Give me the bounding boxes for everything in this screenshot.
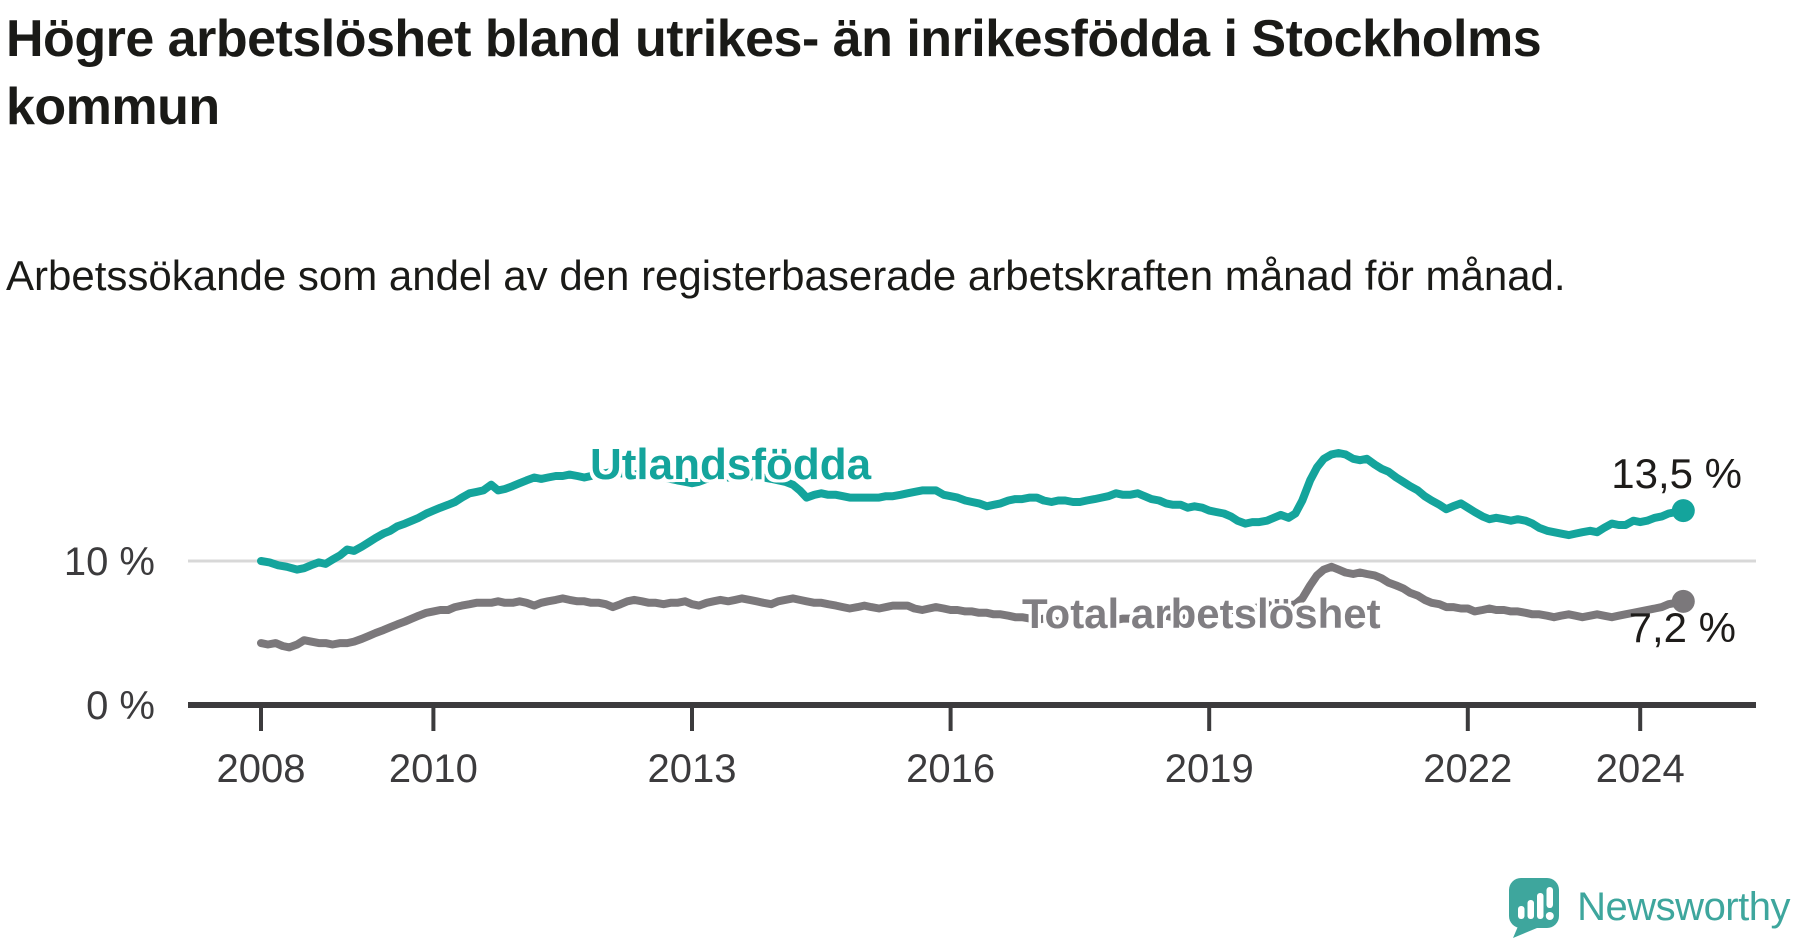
x-axis-ticks: 2008 2010 2013 2016 2019 2022 2024 (217, 707, 1685, 791)
x-axis-tick-label: 2024 (1596, 747, 1685, 791)
x-axis-tick-label: 2010 (389, 747, 478, 791)
newsworthy-wordmark: Newsworthy (1577, 884, 1790, 929)
series-label-total-arbetsloshet: Total arbetslöshet (1022, 590, 1381, 637)
y-axis-labels: 0 % 10 % (64, 540, 155, 728)
x-axis-tick-label: 2016 (906, 747, 995, 791)
y-axis-tick-label: 10 % (64, 540, 155, 584)
series-end-dot-utlandsfodda (1671, 499, 1695, 523)
chart-subtitle: Arbetssökande som andel av den registerb… (6, 252, 1566, 299)
x-axis-tick-label: 2008 (217, 747, 306, 791)
end-value-label-total-arbetsloshet: 7,2 % (1628, 604, 1736, 651)
newsworthy-logo: Newsworthy (1507, 876, 1790, 938)
newsworthy-logo-icon (1509, 878, 1560, 938)
x-axis-tick-label: 2019 (1165, 747, 1254, 791)
series-end-dot-total-arbetsloshet (1671, 589, 1695, 613)
chart-title: Högre arbetslöshet bland utrikes- än inr… (6, 10, 1542, 136)
y-axis-tick-label: 0 % (86, 684, 155, 728)
x-axis-tick-label: 2013 (648, 747, 737, 791)
series-line-utlandsfodda (257, 449, 1688, 574)
x-axis-tick-label: 2022 (1423, 747, 1512, 791)
series-line-total-arbetsloshet (257, 562, 1688, 652)
end-value-label-utlandsfodda: 13,5 % (1611, 450, 1742, 497)
series-label-utlandsfodda: Utlandsfödda (590, 440, 872, 489)
series-lines (257, 449, 1695, 652)
